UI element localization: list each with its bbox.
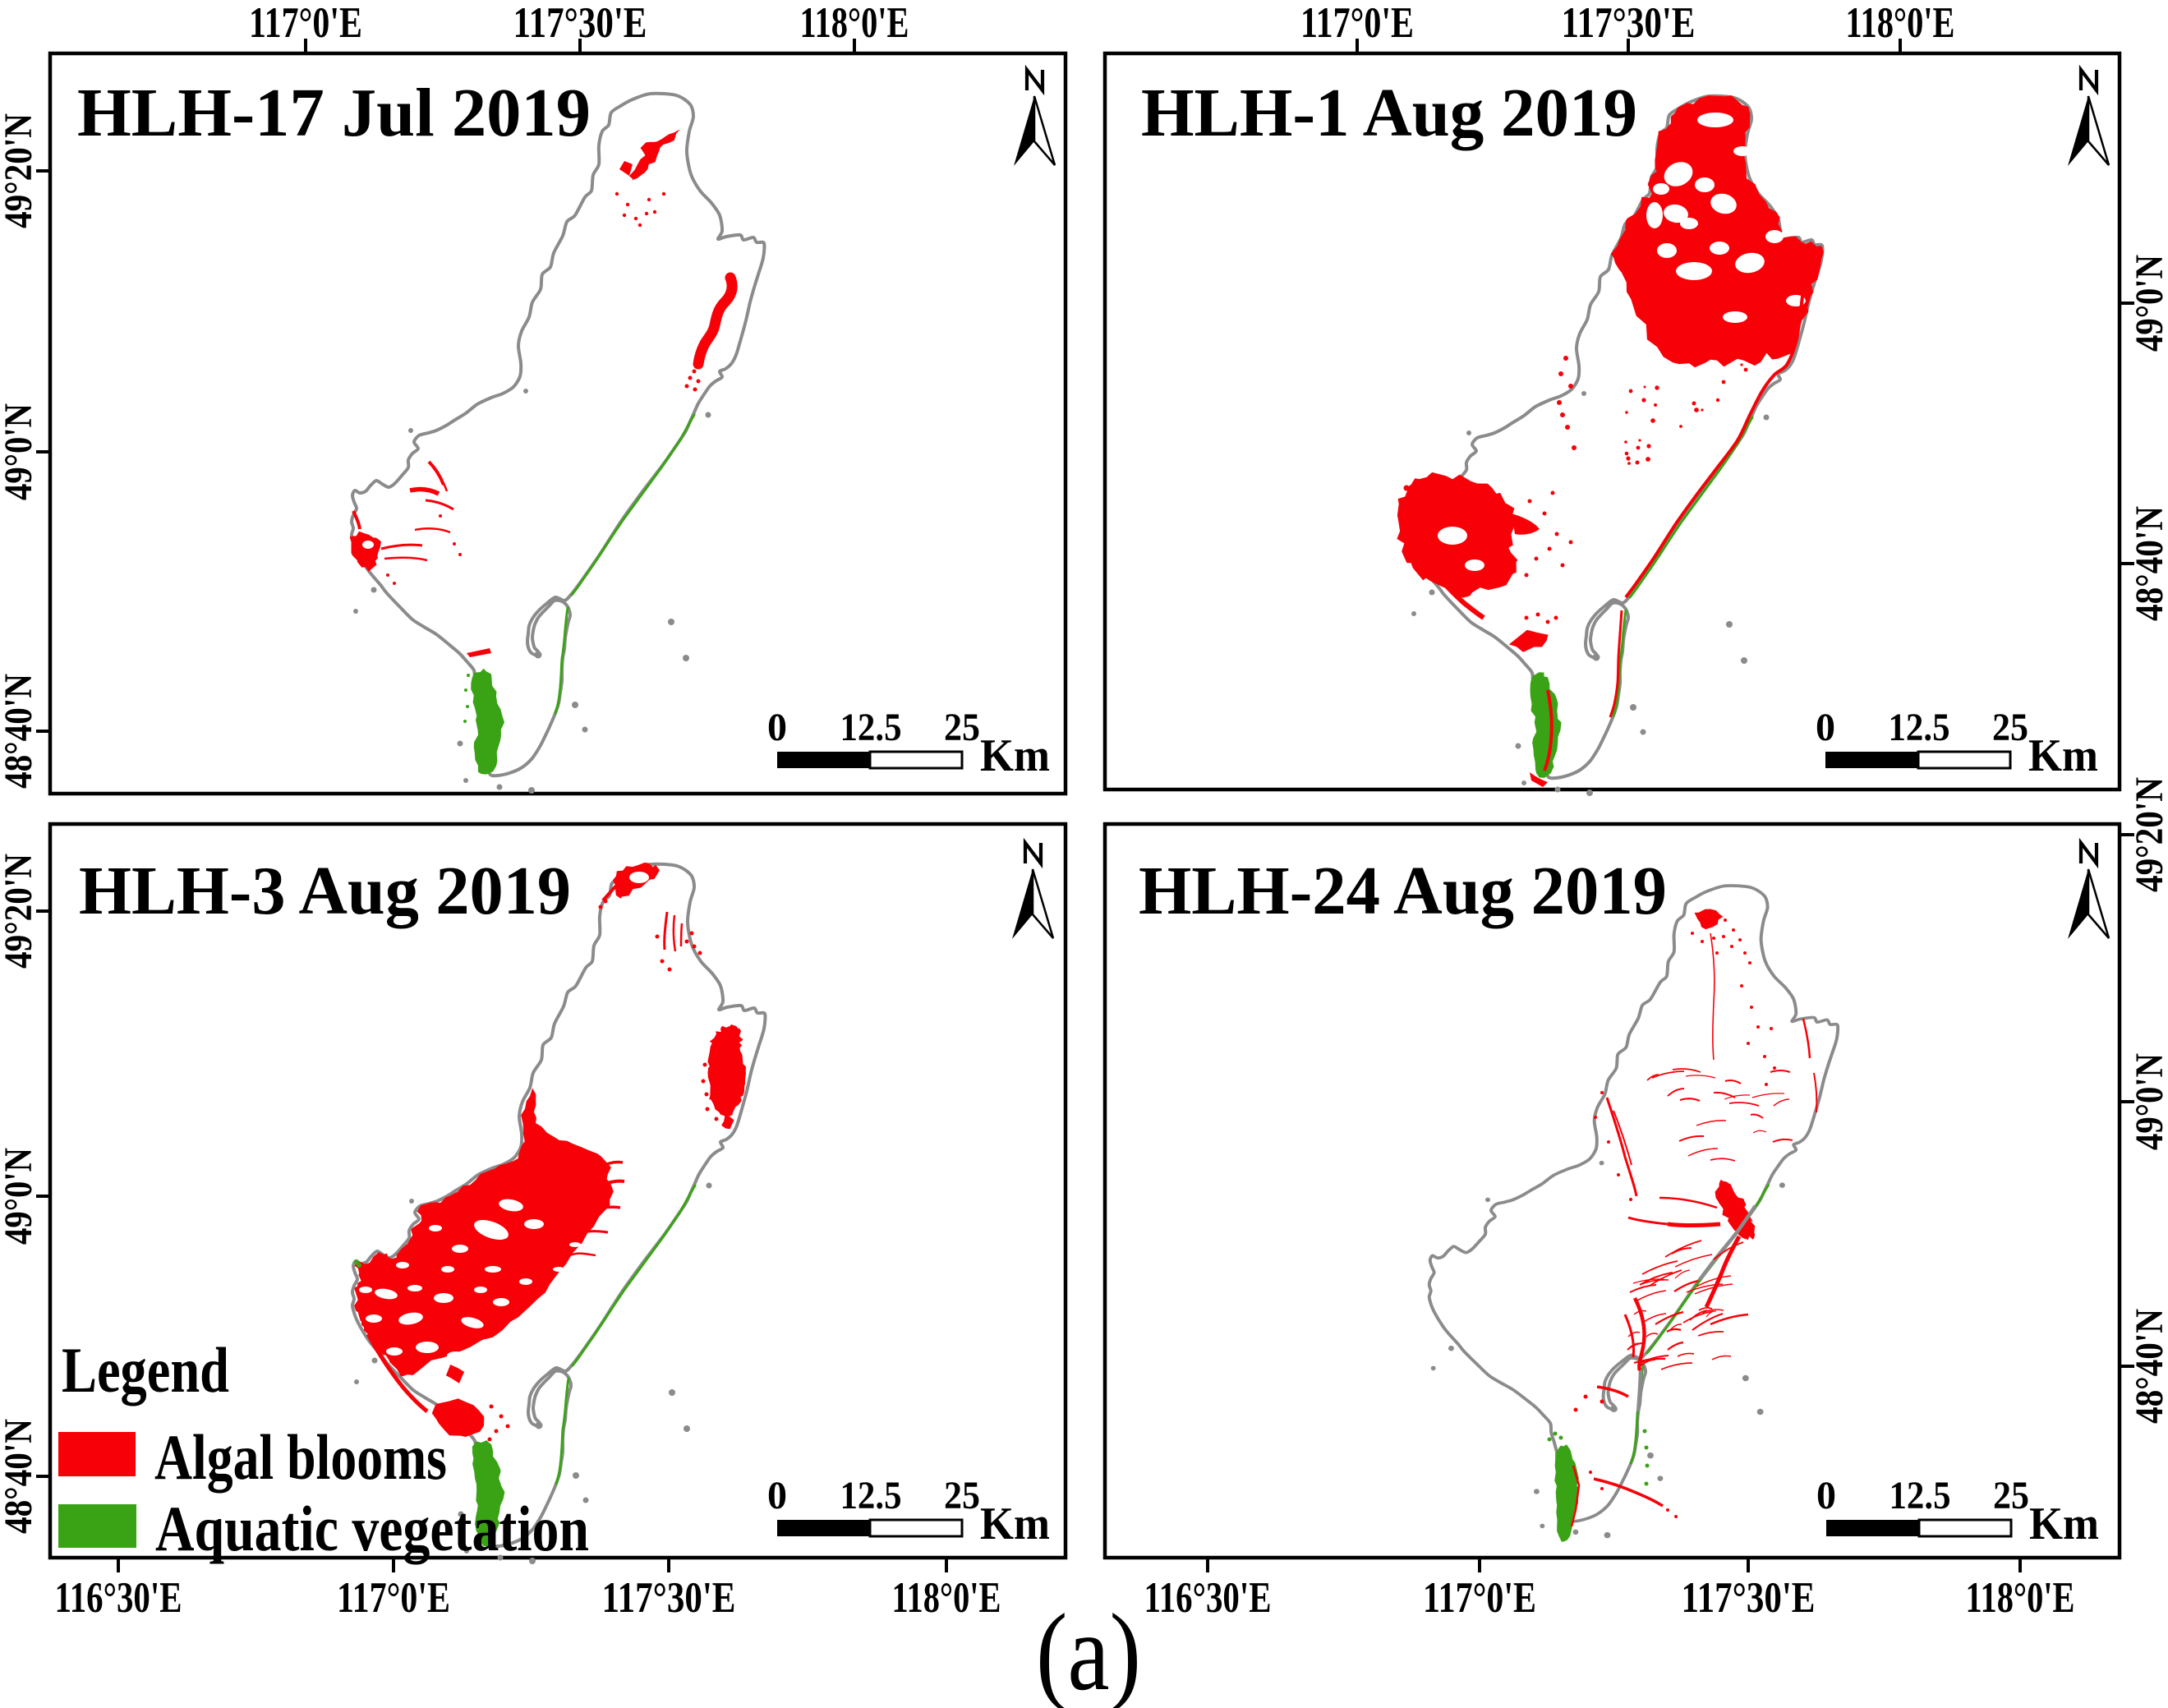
svg-text:(a): (a): [1036, 1591, 1141, 1708]
svg-text:117°0'E: 117°0'E: [1423, 1574, 1536, 1622]
svg-text:117°30'E: 117°30'E: [513, 0, 647, 47]
svg-text:117°30'E: 117°30'E: [602, 1574, 736, 1622]
svg-text:117°0'E: 117°0'E: [249, 0, 362, 47]
svg-text:Legend: Legend: [62, 1334, 229, 1406]
svg-text:49°20'N: 49°20'N: [0, 854, 40, 969]
svg-text:49°0'N: 49°0'N: [2128, 255, 2168, 352]
svg-text:117°30'E: 117°30'E: [1682, 1574, 1816, 1622]
svg-text:Aquatic vegetation: Aquatic vegetation: [155, 1493, 589, 1564]
svg-text:49°0'N: 49°0'N: [0, 403, 40, 500]
svg-text:117°30'E: 117°30'E: [1562, 0, 1696, 47]
svg-text:HLH-24 Aug 2019: HLH-24 Aug 2019: [1139, 853, 1667, 929]
svg-text:48°40'N: 48°40'N: [0, 674, 40, 789]
svg-text:48°40'N: 48°40'N: [0, 1419, 40, 1534]
svg-text:49°0'N: 49°0'N: [2128, 1053, 2168, 1150]
svg-text:49°20'N: 49°20'N: [2128, 777, 2168, 892]
svg-text:118°0'E: 118°0'E: [800, 0, 909, 47]
svg-text:HLH-1 Aug 2019: HLH-1 Aug 2019: [1141, 75, 1637, 151]
svg-text:116°30'E: 116°30'E: [55, 1574, 182, 1622]
svg-text:49°20'N: 49°20'N: [0, 113, 40, 228]
svg-text:48°40'N: 48°40'N: [2128, 1309, 2168, 1424]
svg-text:49°0'N: 49°0'N: [0, 1148, 40, 1245]
svg-text:117°0'E: 117°0'E: [337, 1574, 450, 1622]
svg-text:Algal blooms: Algal blooms: [154, 1421, 447, 1493]
svg-text:48°40'N: 48°40'N: [2128, 506, 2168, 621]
svg-text:HLH-3 Aug 2019: HLH-3 Aug 2019: [79, 853, 571, 929]
svg-text:118°0'E: 118°0'E: [1846, 0, 1955, 47]
svg-text:117°0'E: 117°0'E: [1300, 0, 1414, 47]
svg-text:HLH-17 Jul 2019: HLH-17 Jul 2019: [77, 75, 591, 151]
svg-text:118°0'E: 118°0'E: [1966, 1574, 2075, 1622]
svg-text:116°30'E: 116°30'E: [1144, 1574, 1272, 1622]
svg-text:118°0'E: 118°0'E: [892, 1574, 1001, 1622]
